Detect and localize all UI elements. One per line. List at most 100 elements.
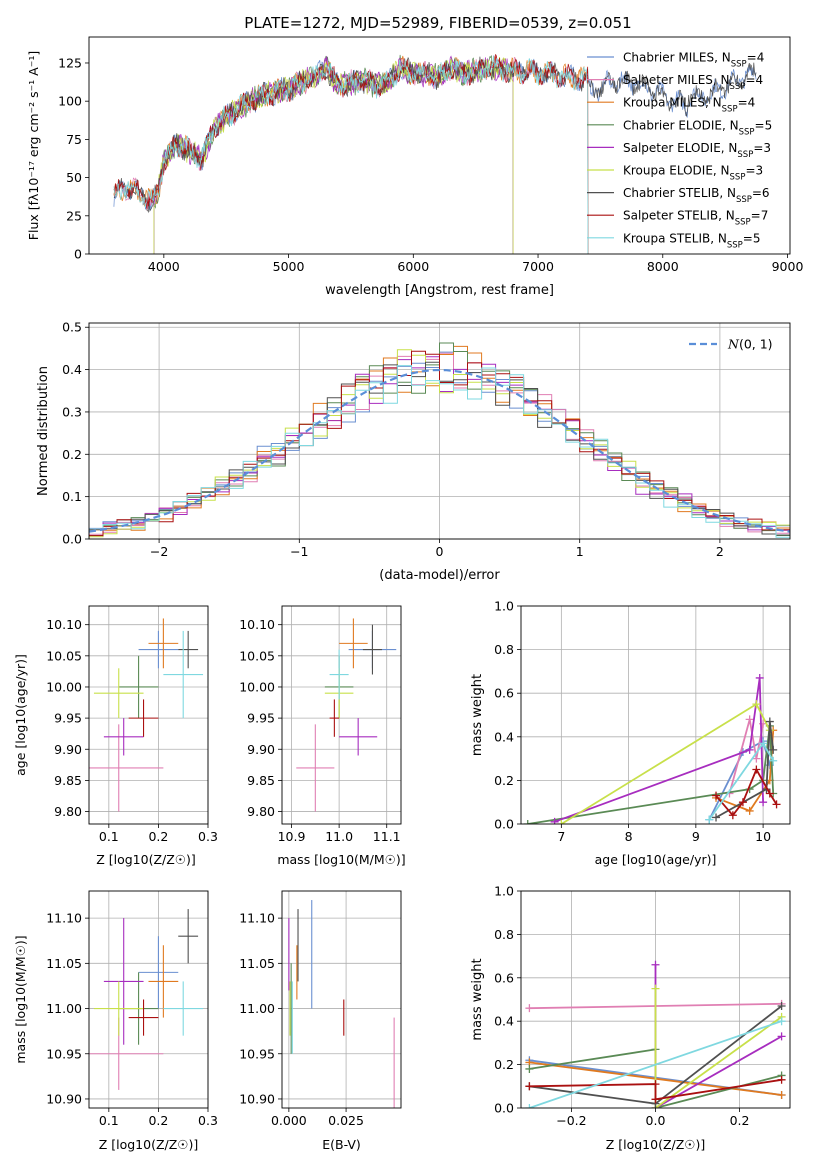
y-tick-label: 0.8 bbox=[494, 927, 514, 942]
x-tick-label: 10 bbox=[755, 829, 771, 844]
x-tick-label: 0.0 bbox=[646, 1113, 666, 1128]
legend-label: Chabrier STELIB, NSSP=6 bbox=[623, 186, 770, 205]
weight-age-marker bbox=[759, 739, 768, 748]
y-axis-label: Flux [fλ10⁻¹⁷ erg cm⁻² s⁻¹ A⁻¹] bbox=[26, 51, 41, 240]
axes-frame bbox=[88, 322, 791, 540]
x-tick-label: 10.9 bbox=[278, 829, 306, 844]
weight-z-marker bbox=[777, 1090, 786, 1099]
weight-age-marker bbox=[745, 745, 754, 754]
x-tick-label: −1 bbox=[290, 544, 308, 559]
y-tick-label: 11.10 bbox=[46, 911, 82, 926]
weight-z-marker bbox=[777, 1075, 786, 1084]
weight-z-line-8 bbox=[529, 1020, 782, 1108]
x-tick-label: 0.3 bbox=[198, 829, 218, 844]
x-axis-label: mass [log10(M/M☉)] bbox=[277, 852, 405, 867]
x-axis-label: Z [log10(Z/Z☉)] bbox=[606, 1137, 706, 1152]
y-axis-label: mass weight bbox=[470, 958, 485, 1040]
weight-age-marker bbox=[752, 700, 761, 709]
y-tick-label: 10.05 bbox=[239, 648, 275, 663]
legend-label: Kroupa ELODIE, NSSP=3 bbox=[623, 164, 763, 183]
x-tick-label: 0.2 bbox=[148, 829, 168, 844]
y-tick-label: 9.85 bbox=[247, 773, 275, 788]
y-tick-label: 50 bbox=[66, 170, 82, 185]
x-tick-label: 0 bbox=[436, 544, 444, 559]
axes-frame bbox=[520, 605, 791, 825]
weight-z-marker bbox=[777, 1032, 786, 1041]
y-tick-label: 11.00 bbox=[239, 1001, 275, 1016]
weight-age-marker bbox=[752, 754, 761, 763]
weight-age-marker bbox=[765, 717, 774, 726]
weight-z-marker bbox=[777, 1002, 786, 1011]
x-tick-label: −0.2 bbox=[556, 1113, 586, 1128]
y-tick-label: 11.05 bbox=[46, 956, 82, 971]
x-axis-label: E(B-V) bbox=[322, 1137, 361, 1152]
y-tick-label: 10.00 bbox=[239, 679, 275, 694]
y-tick-label: 9.80 bbox=[247, 804, 275, 819]
weight-age-marker bbox=[752, 765, 761, 774]
y-tick-label: 9.85 bbox=[54, 773, 82, 788]
legend-label: Chabrier ELODIE, NSSP=5 bbox=[623, 118, 772, 137]
axes-frame bbox=[88, 36, 791, 255]
weight-age-marker bbox=[550, 817, 559, 824]
x-axis-label: age [log10(age/yr)] bbox=[595, 852, 717, 867]
weight-z-marker bbox=[525, 1104, 534, 1108]
legend-label: Salpeter MILES, NSSP=4 bbox=[623, 73, 763, 92]
legend-label: Kroupa STELIB, NSSP=5 bbox=[623, 231, 761, 250]
x-axis-label: Z [log10(Z/Z☉)] bbox=[99, 1137, 199, 1152]
weight-age-marker bbox=[523, 820, 532, 824]
legend-label: N(0, 1) bbox=[727, 337, 773, 352]
weight-age-marker bbox=[728, 811, 737, 820]
x-tick-label: 9000 bbox=[772, 259, 804, 274]
y-tick-label: 0.8 bbox=[494, 642, 514, 657]
x-tick-label: 0.2 bbox=[730, 1113, 750, 1128]
axes-frame bbox=[88, 605, 209, 825]
x-axis-label: (data-model)/error bbox=[379, 568, 500, 583]
weight-z-marker bbox=[525, 1064, 534, 1073]
weight-z-marker bbox=[525, 1082, 534, 1091]
weight-z-line-7 bbox=[529, 1078, 782, 1101]
y-tick-label: 0.4 bbox=[62, 362, 82, 377]
y-tick-label: 0 bbox=[74, 247, 82, 262]
y-tick-label: 1.0 bbox=[494, 599, 514, 614]
y-tick-label: 10.05 bbox=[46, 648, 82, 663]
y-axis-label: mass weight bbox=[470, 674, 485, 756]
weight-z-marker bbox=[651, 960, 660, 969]
y-tick-label: 10.95 bbox=[239, 1046, 275, 1061]
y-tick-label: 25 bbox=[66, 208, 82, 223]
x-tick-label: 0.2 bbox=[148, 1113, 168, 1128]
weight-age-marker bbox=[769, 756, 778, 765]
legend-label: Chabrier MILES, NSSP=4 bbox=[623, 51, 764, 70]
weight-age-marker bbox=[765, 789, 774, 798]
x-axis-label: Z [log10(Z/Z☉)] bbox=[96, 852, 196, 867]
weight-z-marker bbox=[651, 984, 660, 993]
y-axis-label: mass [log10(M/M☉)] bbox=[13, 935, 28, 1063]
y-tick-label: 125 bbox=[58, 55, 82, 70]
weight-age-marker bbox=[712, 791, 721, 800]
y-tick-label: 10.10 bbox=[46, 617, 82, 632]
y-tick-label: 0.2 bbox=[62, 447, 82, 462]
y-tick-label: 9.95 bbox=[247, 711, 275, 726]
x-tick-label: 1 bbox=[576, 544, 584, 559]
y-tick-label: 11.10 bbox=[239, 911, 275, 926]
x-tick-label: 0.1 bbox=[99, 829, 119, 844]
legend-label: Salpeter STELIB, NSSP=7 bbox=[623, 209, 768, 228]
spectrum-line bbox=[153, 54, 514, 254]
y-tick-label: 9.95 bbox=[54, 711, 82, 726]
x-tick-label: 0.3 bbox=[198, 1113, 218, 1128]
y-tick-label: 10.00 bbox=[46, 679, 82, 694]
x-tick-label: 11.1 bbox=[373, 829, 401, 844]
y-tick-label: 100 bbox=[58, 94, 82, 109]
x-tick-label: −2 bbox=[150, 544, 168, 559]
x-axis-label: wavelength [Angstrom, rest frame] bbox=[325, 283, 554, 298]
y-axis-label: age [log10(age/yr)] bbox=[13, 654, 28, 776]
weight-age-marker bbox=[745, 715, 754, 724]
y-tick-label: 0.0 bbox=[494, 1101, 514, 1116]
axes-frame bbox=[281, 890, 402, 1109]
normal-curve bbox=[88, 368, 791, 533]
x-tick-label: 7 bbox=[557, 829, 565, 844]
y-tick-label: 11.00 bbox=[46, 1001, 82, 1016]
weight-age-marker bbox=[769, 745, 778, 754]
y-tick-label: 0.3 bbox=[62, 404, 82, 419]
y-tick-label: 9.90 bbox=[247, 742, 275, 757]
